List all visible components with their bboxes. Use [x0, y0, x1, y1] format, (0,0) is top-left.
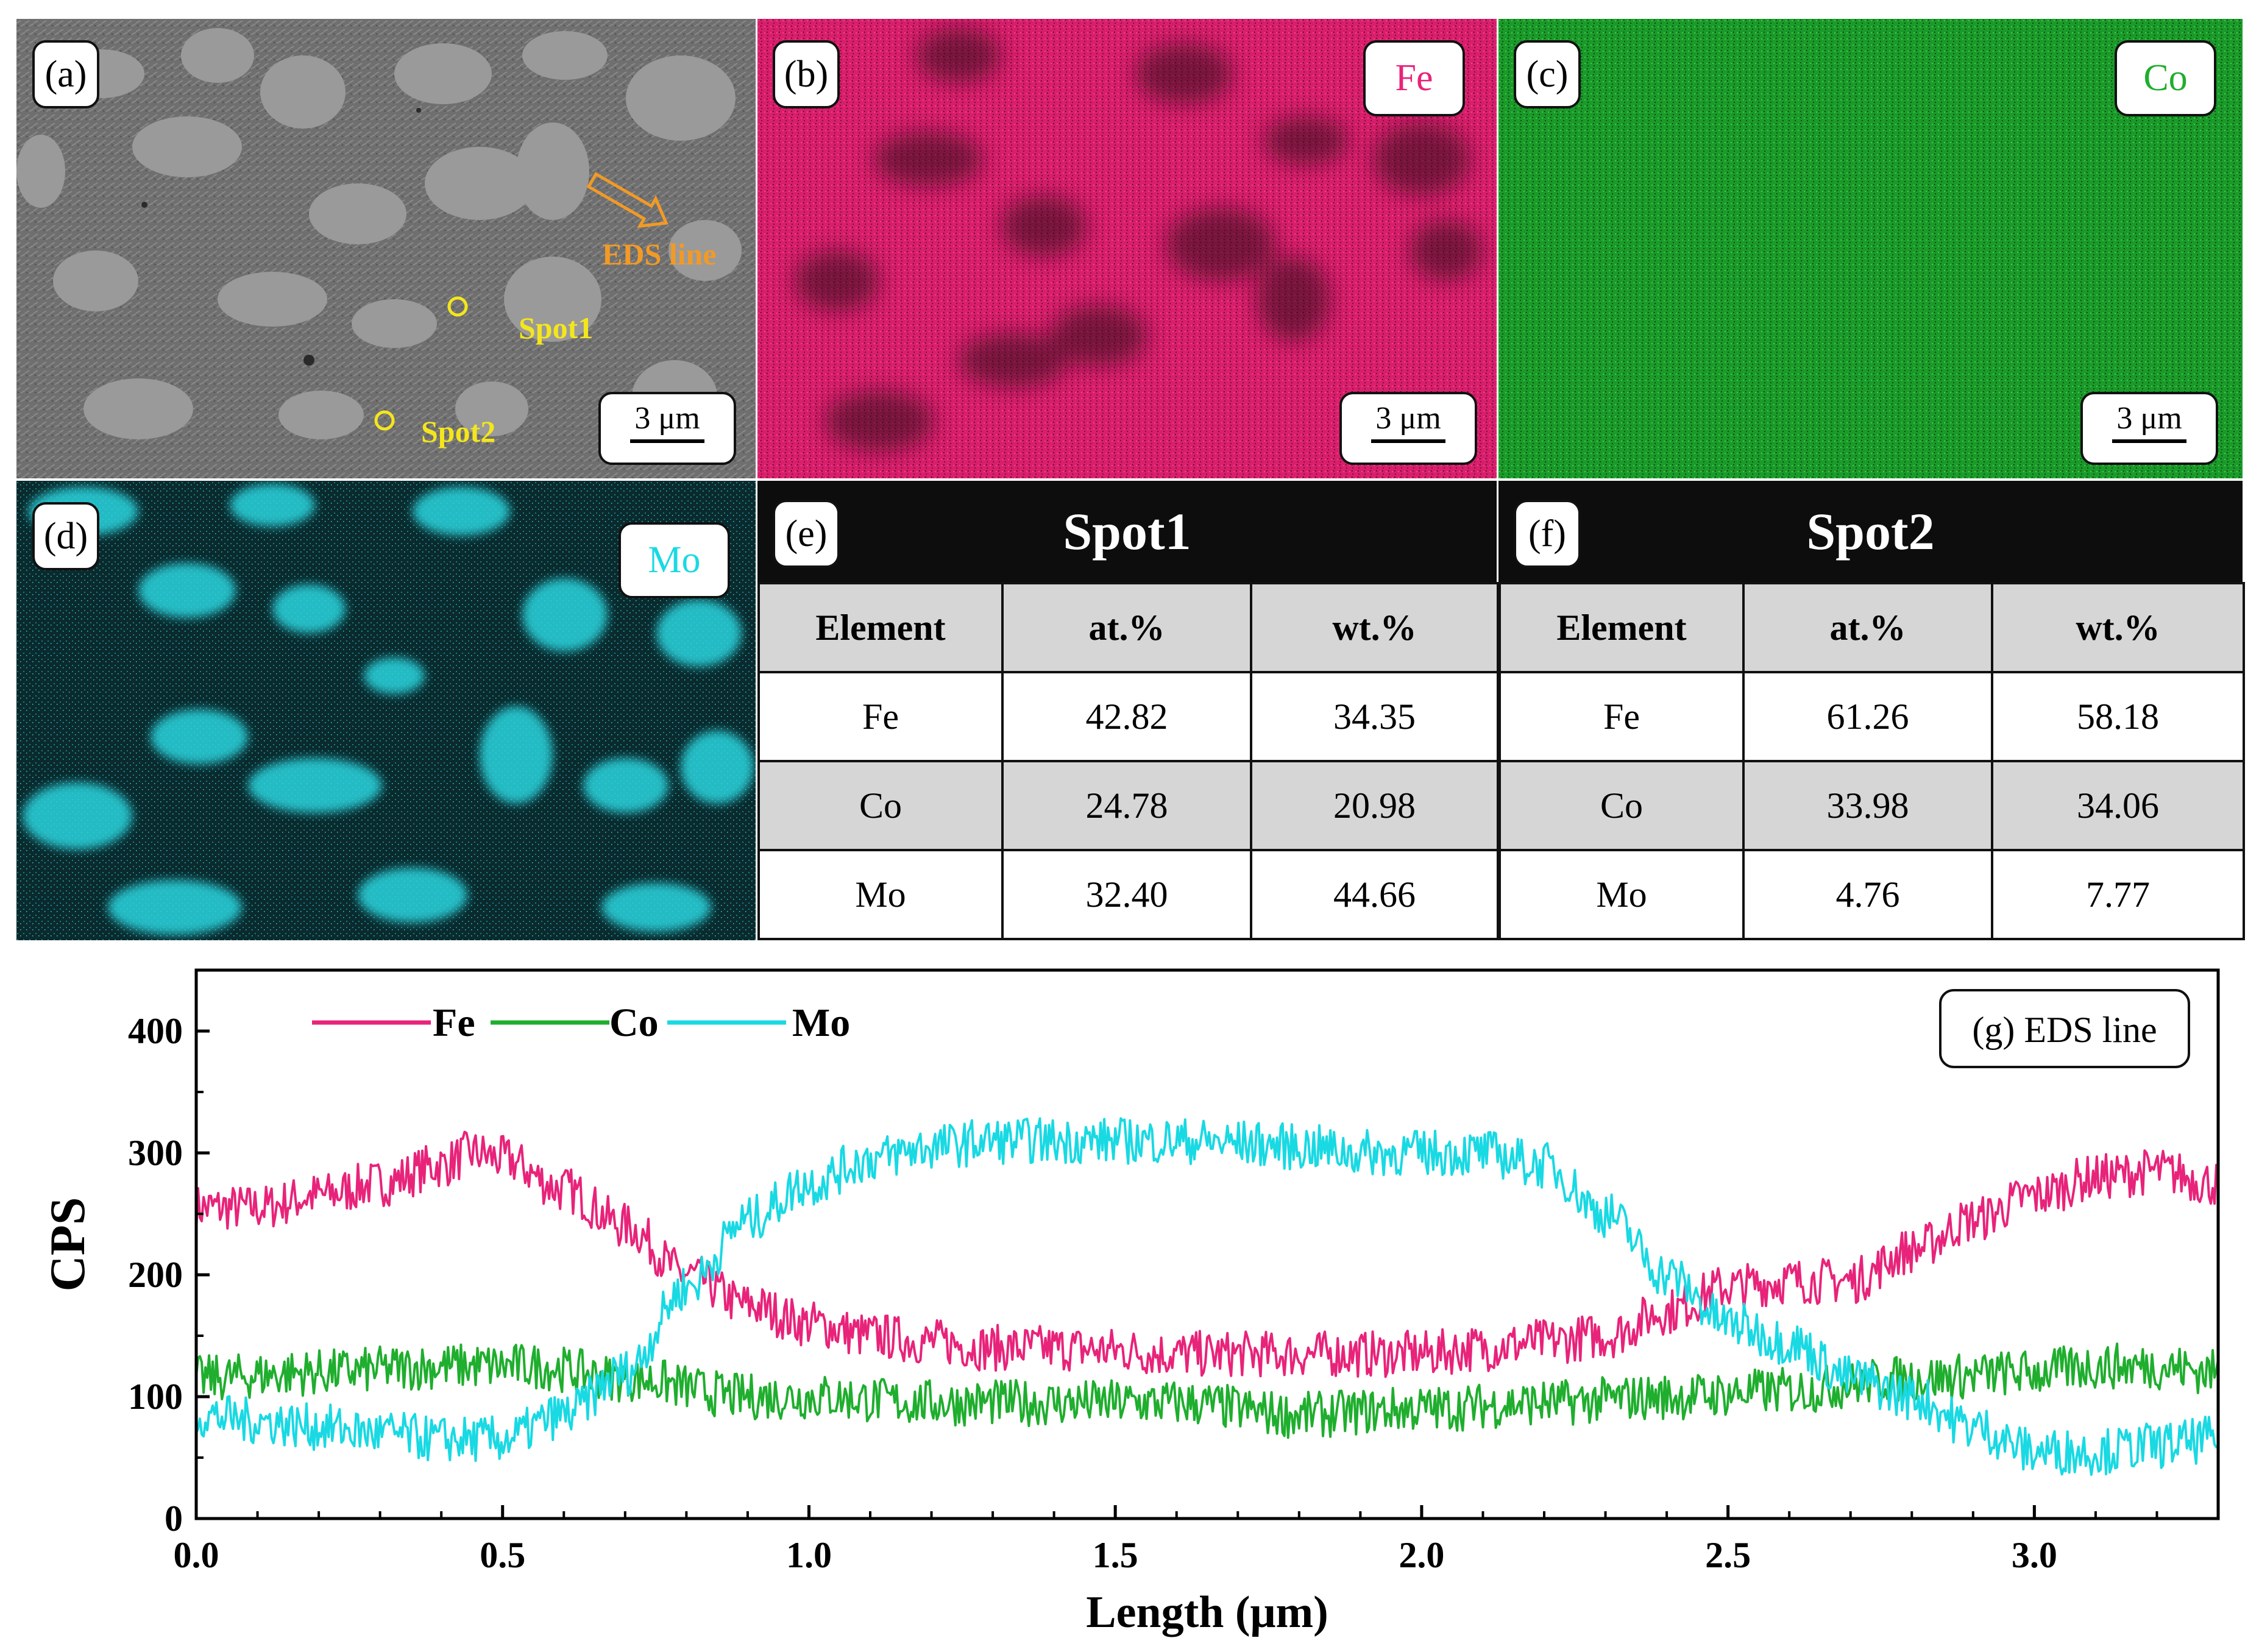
- chart-title: (g) EDS line: [1972, 1010, 2157, 1050]
- scale-bar-line: [1371, 439, 1445, 443]
- table-cell: 24.78: [1001, 760, 1252, 851]
- y-tick-label: 200: [128, 1255, 183, 1295]
- table-cell: 7.77: [1991, 849, 2245, 940]
- table-row: Co 24.78 20.98: [757, 760, 1499, 851]
- table-cell: Co: [757, 760, 1004, 851]
- legend-label-mo: Mo: [792, 1001, 850, 1045]
- eds-line-label: EDS line: [602, 237, 717, 271]
- series-line-mo: [195, 1117, 2219, 1476]
- table-cell: 42.82: [1001, 671, 1252, 762]
- panel-label-e: (e): [773, 500, 840, 568]
- element-tag-fe: Fe: [1363, 40, 1465, 116]
- table-row: Element at.% wt.%: [1498, 582, 2245, 673]
- panel-label-d: (d): [32, 502, 99, 570]
- sem-image: [16, 19, 756, 478]
- y-tick-label: 300: [128, 1133, 183, 1173]
- table-cell: Fe: [1498, 671, 1745, 762]
- x-tick-label: 0.0: [174, 1535, 219, 1575]
- table-row: Co 33.98 34.06: [1498, 760, 2245, 851]
- scale-bar-label: 3 μm: [2116, 401, 2182, 436]
- spot2-marker: [374, 410, 395, 431]
- scale-bar-label: 3 μm: [1375, 401, 1441, 436]
- table-cell: 33.98: [1742, 760, 1993, 851]
- table-header-cell: Element: [1498, 582, 1745, 673]
- table-header-cell: Element: [757, 582, 1004, 673]
- legend-label-fe: Fe: [433, 1001, 475, 1045]
- panel-label-f: (f): [1514, 500, 1581, 568]
- plot-frame: [194, 968, 2220, 1520]
- y-tick-label: 0: [165, 1498, 183, 1539]
- table-cell: 58.18: [1991, 671, 2245, 762]
- eds-line-arrow: [586, 172, 668, 229]
- table-cell: 44.66: [1250, 849, 1499, 940]
- chart-legend: Fe Co Mo: [312, 1001, 850, 1045]
- eds-line-chart: 0.0 0.5 1.0 1.5 2.0 2.5 3.0 0 100 200 300 400 CPS L…: [40, 968, 2220, 1637]
- table-cell: 32.40: [1001, 849, 1252, 940]
- table-header-cell: wt.%: [1991, 582, 2245, 673]
- y-axis-title: CPS: [40, 1197, 95, 1292]
- table-row: Fe 42.82 34.35: [757, 671, 1499, 762]
- table-header-cell: at.%: [1742, 582, 1993, 673]
- table-e-header: Spot1 (e): [757, 481, 1497, 582]
- element-tag-co: Co: [2115, 40, 2216, 116]
- table-header-cell: wt.%: [1250, 582, 1499, 673]
- scale-bar-a: 3 μm: [598, 392, 736, 465]
- table-cell: 34.35: [1250, 671, 1499, 762]
- table-row: Element at.% wt.%: [757, 582, 1499, 673]
- spot1-marker: [447, 296, 468, 317]
- table-cell: Mo: [1498, 849, 1745, 940]
- table-row: Mo 4.76 7.77: [1498, 849, 2245, 940]
- table-cell: Mo: [757, 849, 1004, 940]
- x-tick-label: 0.5: [480, 1535, 525, 1575]
- chart-series-layer: [195, 1117, 2219, 1476]
- x-tick-label: 1.5: [1093, 1535, 1138, 1575]
- panel-label-c: (c): [1514, 40, 1581, 108]
- table-f-header: Spot2 (f): [1498, 481, 2243, 582]
- table-f: Element at.% wt.% Fe 61.26 58.18 Co 33.9…: [1498, 582, 2245, 940]
- scale-bar-c: 3 μm: [2080, 392, 2218, 465]
- x-tick-label: 2.5: [1705, 1535, 1751, 1575]
- panel-label-a: (a): [32, 40, 99, 108]
- table-row: Fe 61.26 58.18: [1498, 671, 2245, 762]
- x-axis-title: Length (μm): [1086, 1587, 1328, 1637]
- table-f-title: Spot2: [1806, 502, 1935, 561]
- panel-d-mo-map: (d) Mo: [16, 481, 756, 940]
- table-e: Element at.% wt.% Fe 42.82 34.35 Co 24.7…: [757, 582, 1499, 940]
- panel-a-sem-image: (a) Spot1 Spot2 EDS line 3 μm: [16, 19, 756, 478]
- chart-ticks-layer: 0.0 0.5 1.0 1.5 2.0 2.5 3.0 0 100 200 300 400: [128, 1011, 2158, 1575]
- scale-bar-line: [630, 439, 704, 443]
- table-cell: 20.98: [1250, 760, 1499, 851]
- panel-c-co-map: (c) Co 3 μm: [1498, 19, 2243, 478]
- scale-bar-b: 3 μm: [1339, 392, 1477, 465]
- table-cell: 34.06: [1991, 760, 2245, 851]
- panel-b-fe-map: (b) Fe 3 μm: [757, 19, 1497, 478]
- table-cell: Co: [1498, 760, 1745, 851]
- y-tick-label: 100: [128, 1377, 183, 1417]
- scale-bar-line: [2112, 439, 2186, 443]
- table-row: Mo 32.40 44.66: [757, 849, 1499, 940]
- chart-title-box: (g) EDS line: [1939, 989, 2190, 1068]
- legend-label-co: Co: [609, 1001, 659, 1045]
- spot1-label: Spot1: [519, 311, 594, 345]
- scale-bar-label: 3 μm: [634, 401, 700, 436]
- table-e-title: Spot1: [1063, 502, 1191, 561]
- table-cell: 61.26: [1742, 671, 1993, 762]
- series-line-fe: [195, 1130, 2219, 1378]
- spot2-label: Spot2: [421, 414, 496, 448]
- y-tick-label: 400: [128, 1011, 183, 1051]
- element-tag-mo: Mo: [619, 522, 730, 598]
- table-cell: Fe: [757, 671, 1004, 762]
- table-header-cell: at.%: [1001, 582, 1252, 673]
- x-tick-label: 1.0: [786, 1535, 832, 1575]
- panel-label-b: (b): [773, 40, 840, 108]
- x-tick-label: 2.0: [1399, 1535, 1444, 1575]
- table-cell: 4.76: [1742, 849, 1993, 940]
- x-tick-label: 3.0: [2012, 1535, 2057, 1575]
